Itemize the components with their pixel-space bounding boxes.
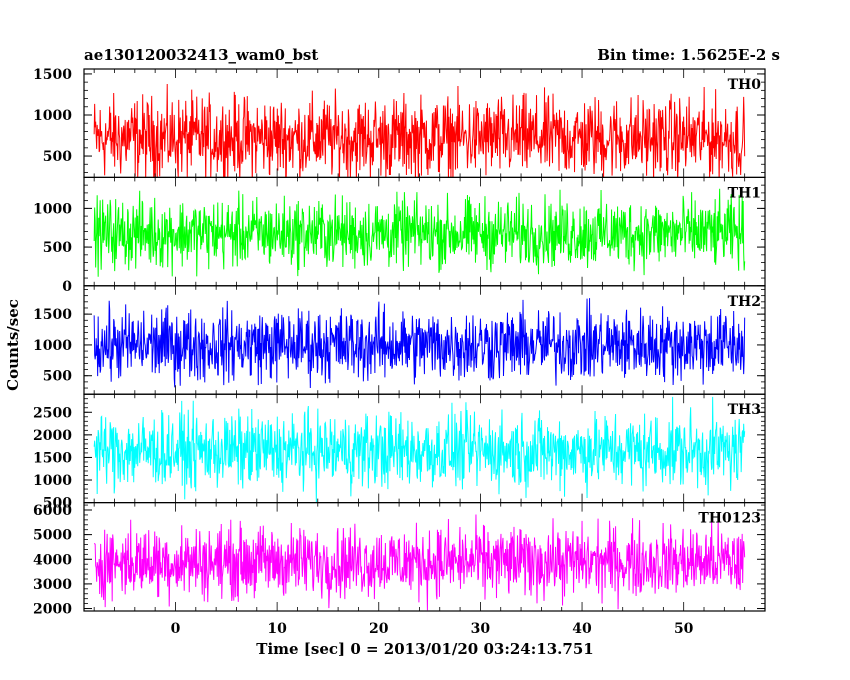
panel-th3: 500 1000 1500 2000 2500 TH3 bbox=[33, 393, 766, 512]
x-axis-title: Time [sec] 0 = 2013/01/20 03:24:13.751 bbox=[256, 640, 593, 658]
y-tick-label: 1000 bbox=[33, 201, 72, 217]
y-tick-label: 2500 bbox=[33, 405, 72, 421]
y-tick-label: 2000 bbox=[33, 428, 72, 444]
panel-th2: 500 1000 1500 TH2 bbox=[33, 285, 766, 395]
y-tick-label: 1500 bbox=[33, 450, 72, 466]
y-tick-label: 500 bbox=[43, 496, 72, 512]
y-tick-label: 5000 bbox=[33, 528, 72, 544]
y-tick-label: 500 bbox=[43, 369, 72, 385]
x-tick-label: 0 bbox=[171, 621, 181, 637]
series-label-th3: TH3 bbox=[728, 402, 761, 418]
series-line-th3 bbox=[93, 396, 746, 503]
series-label-th0: TH0 bbox=[728, 77, 762, 93]
y-tick-label: 1500 bbox=[33, 307, 72, 323]
bin-time-label: Bin time: 1.5625E-2 s bbox=[597, 46, 780, 64]
y-tick-label: 1000 bbox=[33, 108, 72, 124]
series-line-th0 bbox=[93, 83, 746, 178]
series-label-th2: TH2 bbox=[728, 294, 761, 310]
y-tick-label: 3000 bbox=[33, 577, 72, 593]
series-line-th2 bbox=[93, 298, 746, 389]
series-line-th1 bbox=[93, 188, 746, 277]
y-tick-label: 500 bbox=[43, 149, 72, 165]
series-label-th0123: TH0123 bbox=[698, 511, 761, 527]
x-tick-label: 50 bbox=[674, 621, 694, 637]
panel-th0: 500 1000 1500 TH0 bbox=[33, 67, 766, 179]
x-tick-label: 20 bbox=[369, 621, 389, 637]
chart-title: ae130120032413_wam0_bst bbox=[84, 46, 318, 64]
y-tick-label: 4000 bbox=[33, 552, 72, 568]
y-tick-label: 0 bbox=[62, 279, 72, 295]
y-tick-label: 2000 bbox=[33, 602, 72, 618]
x-axis: 0 10 20 30 40 50 bbox=[171, 621, 694, 637]
x-tick-label: 30 bbox=[471, 621, 491, 637]
panel-th1: 0 500 1000 TH1 bbox=[33, 176, 766, 295]
y-tick-label: 1500 bbox=[33, 67, 72, 83]
y-tick-label: 6000 bbox=[33, 503, 72, 519]
series-label-th1: TH1 bbox=[728, 185, 761, 201]
y-tick-label: 1000 bbox=[33, 473, 72, 489]
panel-frame bbox=[83, 502, 766, 612]
panel-th0123: 2000 3000 4000 5000 6000 TH0123 bbox=[33, 502, 766, 618]
y-axis-title: Counts/sec bbox=[4, 299, 22, 391]
y-tick-label: 500 bbox=[43, 240, 72, 256]
panel-stack: 50010001500TH005001000TH150010001500TH25… bbox=[33, 67, 766, 618]
x-tick-label: 10 bbox=[267, 621, 287, 637]
series-line-th0123 bbox=[93, 514, 746, 611]
x-tick-label: 40 bbox=[572, 621, 592, 637]
y-tick-label: 1000 bbox=[33, 338, 72, 354]
